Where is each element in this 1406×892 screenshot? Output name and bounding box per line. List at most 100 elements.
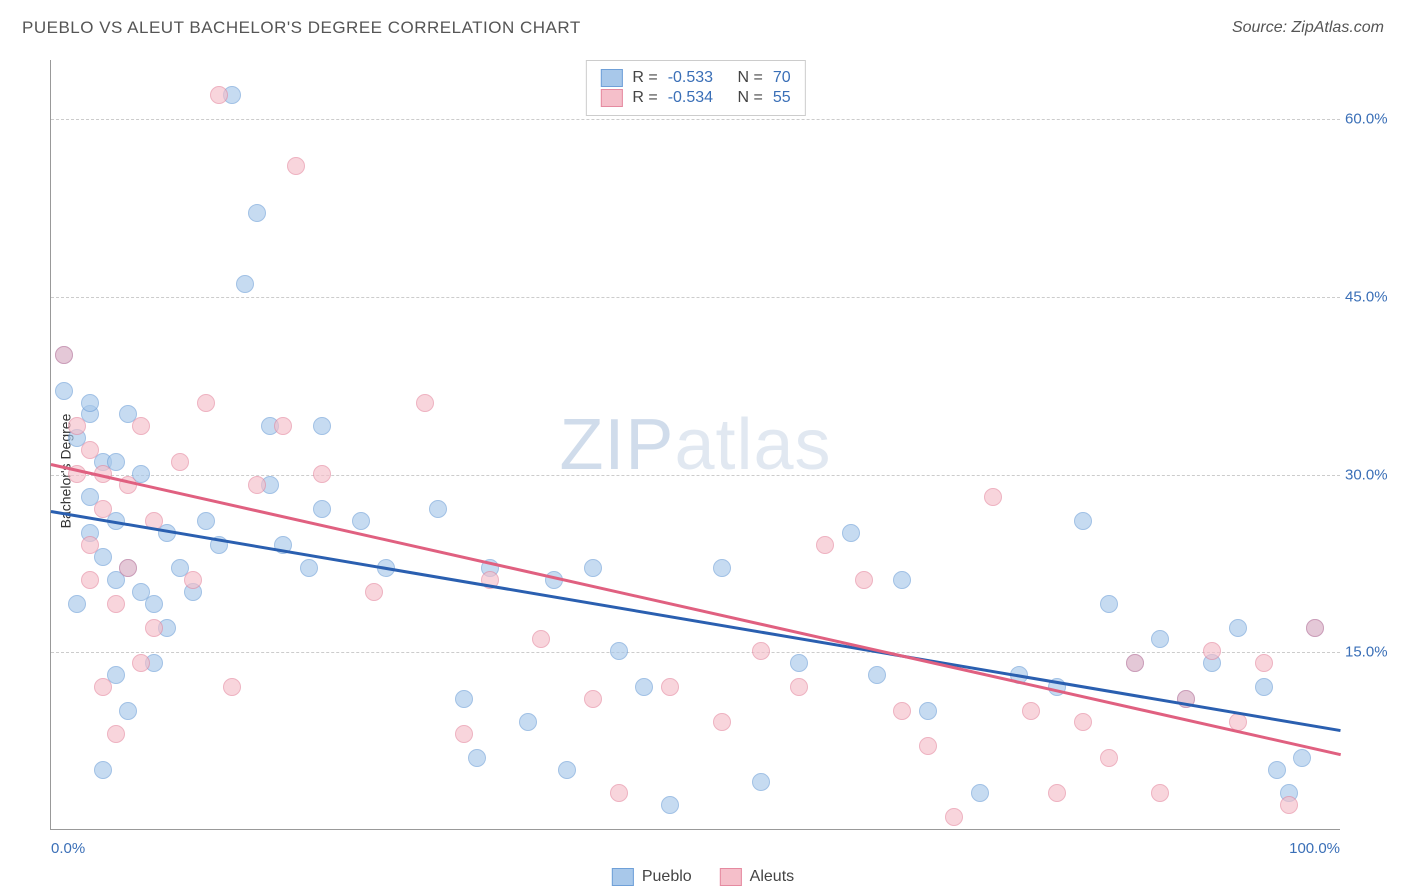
data-point — [1268, 761, 1286, 779]
data-point — [945, 808, 963, 826]
data-point — [107, 595, 125, 613]
data-point — [855, 571, 873, 589]
data-point — [1048, 784, 1066, 802]
data-point — [752, 642, 770, 660]
data-point — [455, 725, 473, 743]
data-point — [610, 642, 628, 660]
data-point — [184, 571, 202, 589]
data-point — [223, 678, 241, 696]
data-point — [132, 654, 150, 672]
data-point — [145, 619, 163, 637]
n-label: N = — [738, 69, 763, 87]
gridline — [51, 119, 1340, 120]
data-point — [468, 749, 486, 767]
data-point — [81, 441, 99, 459]
data-point — [971, 784, 989, 802]
data-point — [1293, 749, 1311, 767]
x-tick-min: 0.0% — [51, 840, 85, 857]
data-point — [1126, 654, 1144, 672]
data-point — [1255, 654, 1273, 672]
data-point — [197, 394, 215, 412]
n-label: N = — [738, 89, 763, 107]
legend-row-pueblo: R = -0.533 N = 70 — [600, 69, 790, 87]
data-point — [55, 346, 73, 364]
data-point — [455, 690, 473, 708]
data-point — [713, 559, 731, 577]
data-point — [416, 394, 434, 412]
data-point — [197, 512, 215, 530]
data-point — [1074, 512, 1092, 530]
data-point — [661, 796, 679, 814]
aleuts-swatch-icon — [720, 868, 742, 886]
legend-label-pueblo: Pueblo — [642, 868, 692, 886]
data-point — [119, 559, 137, 577]
data-point — [919, 702, 937, 720]
data-point — [1074, 713, 1092, 731]
data-point — [145, 595, 163, 613]
legend-label-aleuts: Aleuts — [750, 868, 794, 886]
data-point — [313, 417, 331, 435]
trend-line — [51, 463, 1342, 756]
data-point — [1100, 749, 1118, 767]
data-point — [132, 417, 150, 435]
gridline — [51, 652, 1340, 653]
data-point — [1280, 796, 1298, 814]
legend-item-aleuts: Aleuts — [720, 868, 794, 886]
data-point — [119, 702, 137, 720]
data-point — [635, 678, 653, 696]
correlation-legend: R = -0.533 N = 70 R = -0.534 N = 55 — [585, 60, 805, 116]
data-point — [919, 737, 937, 755]
data-point — [610, 784, 628, 802]
x-tick-max: 100.0% — [1289, 840, 1340, 857]
legend-item-pueblo: Pueblo — [612, 868, 692, 886]
data-point — [1229, 619, 1247, 637]
data-point — [558, 761, 576, 779]
scatter-plot: ZIPatlas R = -0.533 N = 70 R = -0.534 N … — [50, 60, 1340, 830]
data-point — [842, 524, 860, 542]
data-point — [1100, 595, 1118, 613]
data-point — [81, 394, 99, 412]
data-point — [81, 536, 99, 554]
data-point — [313, 500, 331, 518]
data-point — [532, 630, 550, 648]
pueblo-swatch-icon — [612, 868, 634, 886]
data-point — [752, 773, 770, 791]
data-point — [274, 417, 292, 435]
watermark-zip: ZIP — [559, 405, 674, 485]
legend-row-aleuts: R = -0.534 N = 55 — [600, 89, 790, 107]
y-tick-label: 45.0% — [1345, 288, 1400, 305]
data-point — [287, 157, 305, 175]
data-point — [1255, 678, 1273, 696]
pueblo-r-value: -0.533 — [668, 69, 713, 87]
watermark: ZIPatlas — [559, 404, 831, 486]
data-point — [94, 761, 112, 779]
data-point — [1022, 702, 1040, 720]
data-point — [893, 702, 911, 720]
series-legend: Pueblo Aleuts — [612, 868, 794, 886]
pueblo-swatch-icon — [600, 69, 622, 87]
data-point — [584, 690, 602, 708]
gridline — [51, 475, 1340, 476]
data-point — [984, 488, 1002, 506]
r-label: R = — [632, 69, 657, 87]
data-point — [94, 678, 112, 696]
y-tick-label: 60.0% — [1345, 111, 1400, 128]
data-point — [313, 465, 331, 483]
data-point — [429, 500, 447, 518]
data-point — [661, 678, 679, 696]
data-point — [352, 512, 370, 530]
header: PUEBLO VS ALEUT BACHELOR'S DEGREE CORREL… — [22, 18, 1384, 38]
y-tick-label: 30.0% — [1345, 466, 1400, 483]
data-point — [107, 725, 125, 743]
data-point — [1151, 784, 1169, 802]
data-point — [248, 476, 266, 494]
watermark-atlas: atlas — [674, 405, 831, 485]
data-point — [1151, 630, 1169, 648]
data-point — [248, 204, 266, 222]
data-point — [1306, 619, 1324, 637]
data-point — [519, 713, 537, 731]
aleuts-swatch-icon — [600, 89, 622, 107]
data-point — [171, 453, 189, 471]
aleuts-r-value: -0.534 — [668, 89, 713, 107]
source-citation: Source: ZipAtlas.com — [1232, 19, 1384, 37]
